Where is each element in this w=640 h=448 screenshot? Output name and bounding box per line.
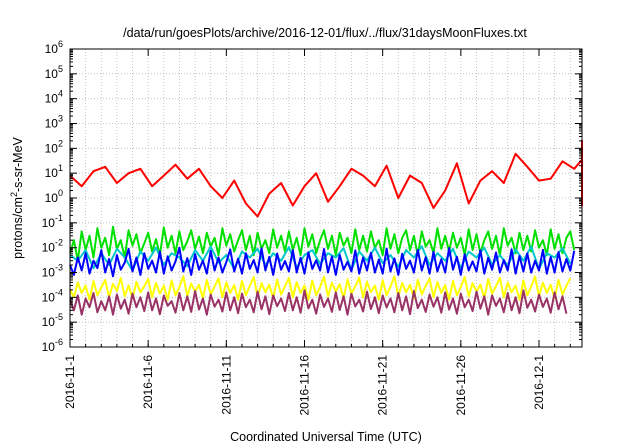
y-axis-label-sup: 2 xyxy=(9,192,19,197)
series-line-6 xyxy=(69,289,568,316)
y-tick-label: 100 xyxy=(45,188,63,205)
y-tick-labels: 10-610-510-410-310-210-11001011021031041… xyxy=(42,39,63,354)
y-tick-label: 103 xyxy=(45,114,63,131)
y-tick-label: 101 xyxy=(45,163,63,180)
y-tick-label-mantissa: 10 xyxy=(42,290,56,304)
series-line-5 xyxy=(69,275,572,301)
chart-title: /data/run/goesPlots/archive/2016-12-01/f… xyxy=(123,26,527,40)
y-tick-label-exponent: 4 xyxy=(58,89,63,99)
y-tick-label-exponent: 0 xyxy=(58,188,63,198)
x-tick-label: 2016-11-6 xyxy=(141,355,155,409)
y-tick-label: 10-3 xyxy=(42,263,63,280)
y-tick-label-exponent: 6 xyxy=(58,39,63,49)
y-tick-label-exponent: -3 xyxy=(55,263,63,273)
x-tick-label: 2016-11-26 xyxy=(454,355,468,416)
y-tick-label: 106 xyxy=(45,39,63,56)
y-tick-label: 102 xyxy=(45,138,63,155)
x-tick-label: 2016-11-16 xyxy=(298,355,312,416)
y-tick-label-mantissa: 10 xyxy=(45,166,59,180)
y-tick-label-mantissa: 10 xyxy=(42,315,56,329)
y-axis-label-base: protons/cm xyxy=(11,197,25,259)
y-tick-label-exponent: -4 xyxy=(55,287,63,297)
y-tick-label-exponent: -2 xyxy=(55,238,63,248)
series-line-1 xyxy=(69,139,583,218)
y-tick-label: 10-1 xyxy=(42,213,63,230)
y-tick-label-exponent: -5 xyxy=(55,312,63,322)
grid xyxy=(69,49,582,347)
y-tick-label-exponent: 5 xyxy=(58,64,63,74)
x-tick-label: 2016-12-1 xyxy=(532,355,546,410)
x-tick-labels: 2016-11-1 2016-11-6 2016-11-11 2016-11-16 20… xyxy=(63,355,546,416)
x-tick-label: 2016-11-1 xyxy=(63,355,77,409)
y-tick-label: 10-6 xyxy=(42,337,63,354)
axis-ticks xyxy=(69,48,582,348)
y-tick-label-mantissa: 10 xyxy=(45,67,59,81)
y-axis-label: protons/cm2-s-sr-MeV xyxy=(9,136,25,258)
y-tick-label-mantissa: 10 xyxy=(45,141,59,155)
y-tick-label-exponent: 2 xyxy=(58,138,63,148)
y-tick-label-mantissa: 10 xyxy=(45,191,59,205)
y-tick-label-exponent: -6 xyxy=(55,337,63,347)
series-line-4 xyxy=(69,246,576,278)
y-tick-label-mantissa: 10 xyxy=(45,117,59,131)
y-tick-label-mantissa: 10 xyxy=(42,340,56,354)
y-tick-label-exponent: -1 xyxy=(55,213,63,223)
plot-series-group xyxy=(69,139,583,316)
y-tick-label-mantissa: 10 xyxy=(42,241,56,255)
series-line-3 xyxy=(69,245,572,272)
series-line-2 xyxy=(69,225,576,262)
y-tick-label: 104 xyxy=(45,89,63,106)
y-tick-label: 10-5 xyxy=(42,312,63,329)
x-tick-label: 2016-11-11 xyxy=(219,355,233,415)
y-tick-label: 105 xyxy=(45,64,63,81)
y-tick-label-exponent: 1 xyxy=(58,163,63,173)
y-axis-label-rest: -s-sr-MeV xyxy=(11,136,25,192)
y-tick-label-mantissa: 10 xyxy=(42,216,56,230)
x-tick-label: 2016-11-21 xyxy=(376,355,390,416)
y-tick-label-mantissa: 10 xyxy=(45,92,59,106)
y-tick-label: 10-2 xyxy=(42,238,63,255)
y-tick-label-mantissa: 10 xyxy=(42,266,56,280)
y-tick-label-mantissa: 10 xyxy=(45,42,59,56)
y-tick-label-exponent: 3 xyxy=(58,114,63,124)
y-tick-label: 10-4 xyxy=(42,287,63,304)
x-axis-label: Coordinated Universal Time (UTC) xyxy=(230,430,422,444)
